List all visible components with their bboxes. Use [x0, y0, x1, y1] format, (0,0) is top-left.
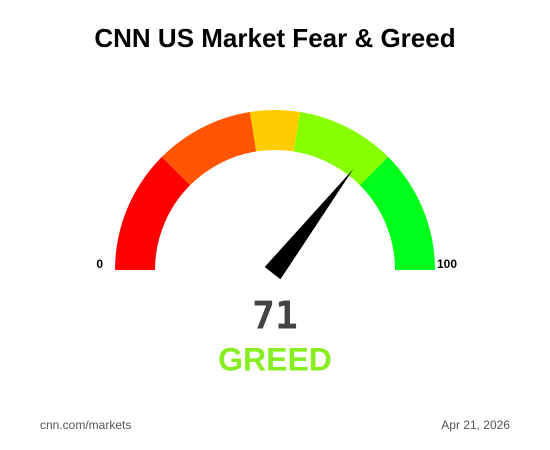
needle	[264, 168, 354, 280]
gauge-band	[359, 156, 435, 270]
gauge-value: 71	[252, 294, 298, 338]
gauge-band	[249, 110, 301, 152]
gauge-band	[161, 111, 257, 186]
tick-label: 0	[96, 257, 103, 271]
gauge-band	[293, 111, 389, 186]
source: cnn.com/markets	[40, 418, 131, 432]
tick-label: 100	[437, 257, 457, 271]
date: Apr 21, 2026	[441, 418, 510, 432]
rating-label: GREED	[218, 341, 332, 377]
gauge-band	[115, 156, 191, 270]
chart-title: CNN US Market Fear & Greed	[94, 23, 455, 53]
